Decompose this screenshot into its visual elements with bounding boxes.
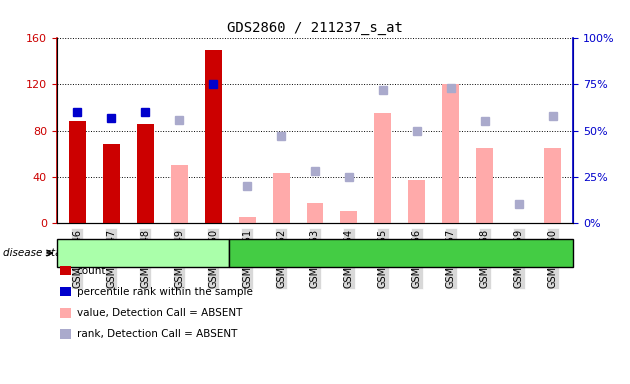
Bar [103, 144, 120, 223]
Bar [408, 180, 425, 223]
Bar [476, 148, 493, 223]
Title: GDS2860 / 211237_s_at: GDS2860 / 211237_s_at [227, 21, 403, 35]
Text: rank, Detection Call = ABSENT: rank, Detection Call = ABSENT [77, 329, 238, 339]
Bar [69, 121, 86, 223]
Text: value, Detection Call = ABSENT: value, Detection Call = ABSENT [77, 308, 242, 318]
Bar [340, 211, 357, 223]
Bar [171, 165, 188, 223]
Bar [137, 124, 154, 223]
Bar [374, 113, 391, 223]
Text: aldosterone-producing adenoma: aldosterone-producing adenoma [310, 248, 492, 258]
Bar [307, 203, 323, 223]
Bar [205, 50, 222, 223]
Bar [273, 173, 290, 223]
Text: disease state: disease state [3, 248, 72, 258]
Text: count: count [77, 266, 106, 276]
Bar [442, 84, 459, 223]
Text: control: control [123, 248, 162, 258]
Text: percentile rank within the sample: percentile rank within the sample [77, 287, 253, 297]
Bar [239, 217, 256, 223]
Bar [544, 148, 561, 223]
